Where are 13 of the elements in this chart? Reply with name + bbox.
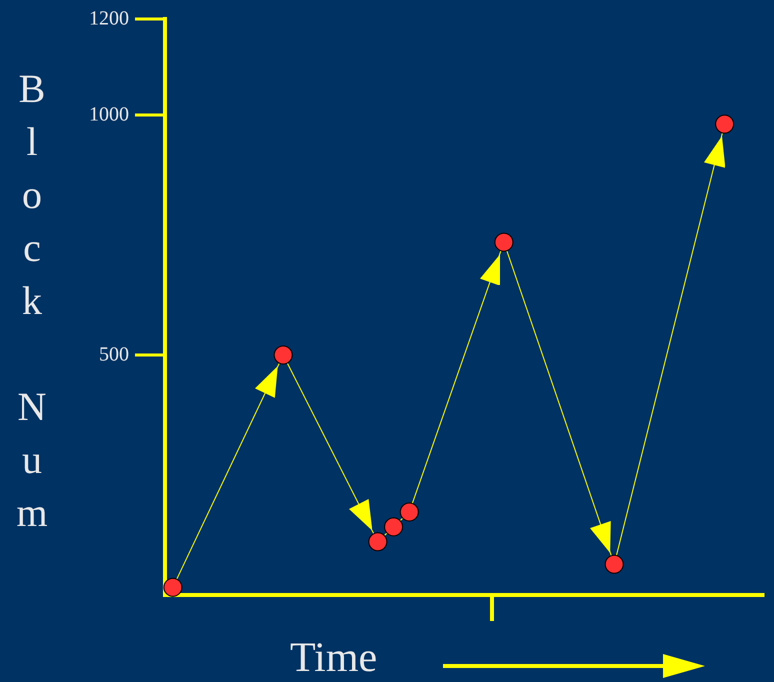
y-tick-label: 1000 xyxy=(89,103,129,126)
point xyxy=(368,532,388,552)
x-axis-title: Time xyxy=(290,635,378,681)
point xyxy=(494,232,514,252)
y-tick-label: 1200 xyxy=(89,7,129,30)
y-tick-label: 500 xyxy=(99,343,129,366)
text: Block Num xyxy=(16,66,48,535)
point xyxy=(400,502,419,522)
point xyxy=(274,346,293,364)
point xyxy=(163,578,182,597)
point xyxy=(384,517,404,536)
point xyxy=(715,114,734,134)
point xyxy=(604,554,624,574)
